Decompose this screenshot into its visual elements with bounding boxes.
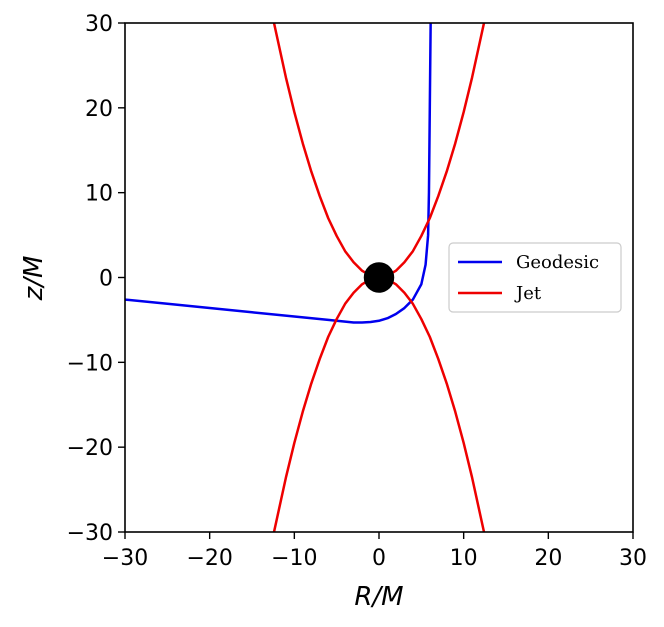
legend-box (448, 242, 622, 313)
series-jet-upper (272, 23, 486, 279)
y-tick-label: 30 (85, 12, 113, 37)
y-tick-label: 0 (99, 267, 113, 292)
y-axis-label: z/M (19, 256, 49, 302)
legend: Geodesic Jet (448, 242, 622, 313)
x-tick-label: −20 (186, 546, 232, 571)
x-tick-label: 0 (372, 546, 386, 571)
x-tick-label: 20 (534, 546, 562, 571)
y-tick-label: 20 (85, 97, 113, 122)
x-tick-label: 10 (450, 546, 478, 571)
black-hole-marker (363, 262, 395, 293)
y-tick-label: 10 (85, 182, 113, 207)
y-tick-label: −20 (67, 436, 113, 461)
series-geodesic (125, 23, 432, 324)
y-tick-label: −30 (67, 521, 113, 546)
series-layer (125, 23, 486, 532)
x-axis-label: R/M (354, 582, 403, 612)
x-tick-label: 30 (619, 546, 647, 571)
x-axis-ticks: −30 −20 −10 0 10 20 30 (102, 532, 647, 571)
y-axis-ticks: −30 −20 −10 0 10 20 30 (67, 12, 125, 546)
x-tick-label: −30 (102, 546, 148, 571)
legend-label-geodesic: Geodesic (516, 252, 599, 273)
legend-label-jet: Jet (514, 283, 542, 304)
series-jet-lower (272, 276, 486, 532)
black-hole-layer (363, 262, 395, 293)
y-tick-label: −10 (67, 351, 113, 376)
x-tick-label: −10 (271, 546, 317, 571)
